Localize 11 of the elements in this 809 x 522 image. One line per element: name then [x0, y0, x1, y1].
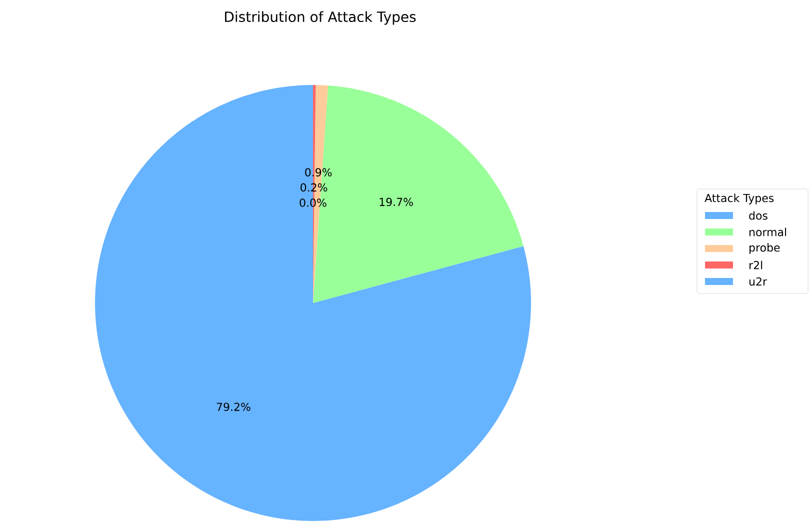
legend-label: probe	[750, 243, 780, 254]
legend-label: dos	[749, 211, 768, 220]
legend-label: u2r	[749, 277, 768, 286]
data-label: 0.2%	[300, 183, 328, 192]
data-label: 79.2%	[216, 402, 250, 411]
legend-title: Attack Types	[704, 194, 774, 204]
legend-label: r2l	[750, 260, 762, 270]
data-label: 19.7%	[380, 198, 413, 206]
legend-label: normal	[750, 228, 786, 236]
chart-title: Distribution of Attack Types	[225, 11, 416, 25]
data-label: 0.9%	[305, 168, 332, 176]
